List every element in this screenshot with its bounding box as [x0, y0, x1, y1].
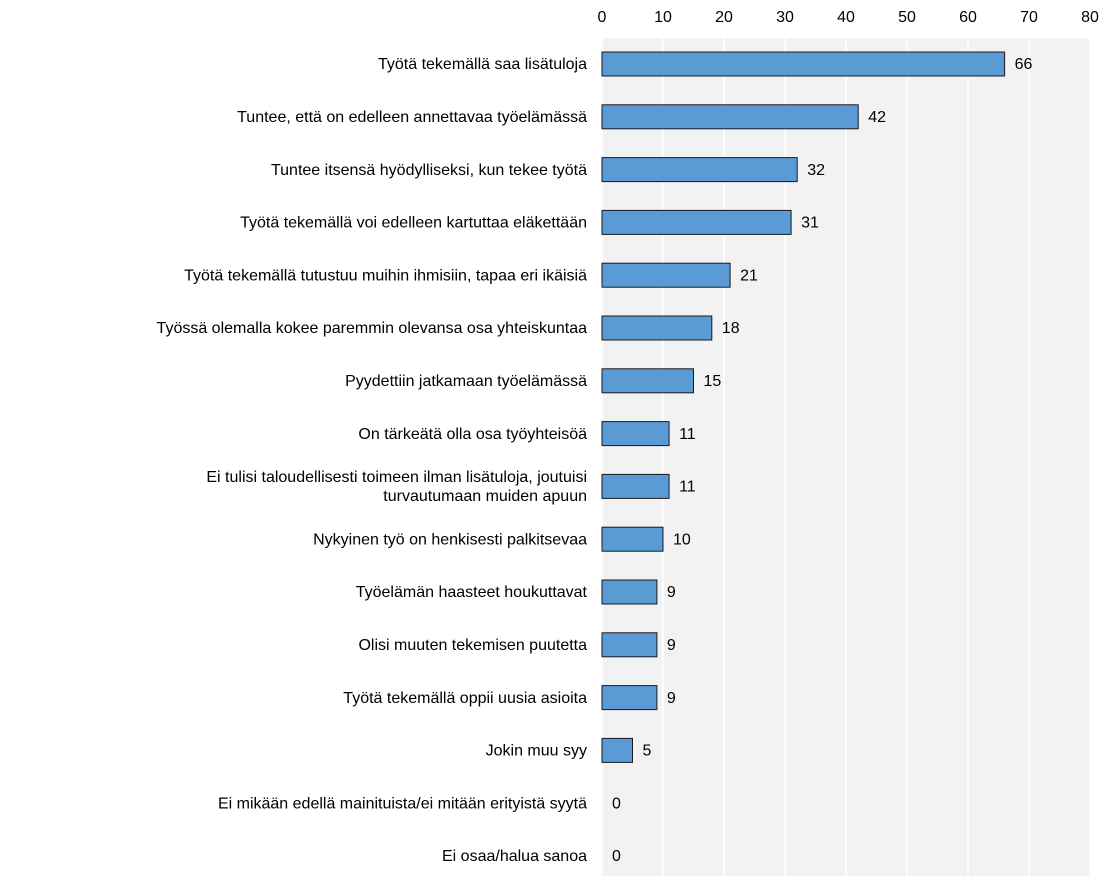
category-label: Työelämän haasteet houkuttavat — [356, 584, 588, 601]
value-label: 31 — [801, 215, 819, 232]
bar — [601, 421, 670, 447]
value-label: 66 — [1015, 56, 1033, 73]
x-tick-label: 60 — [959, 9, 977, 26]
category-label: Ei mikään edellä mainituista/ei mitään e… — [218, 795, 587, 812]
category-label: Jokin muu syy — [486, 743, 587, 760]
category-label: Tuntee, että on edelleen annettavaa työe… — [237, 109, 587, 126]
category-label: Työtä tekemällä tutustuu muihin ihmisiin… — [184, 267, 587, 284]
value-label: 18 — [722, 320, 740, 337]
value-label: 9 — [667, 584, 676, 601]
category-label: Ei tulisi taloudellisesti toimeen ilman … — [206, 469, 587, 505]
category-label: Työtä tekemällä saa lisätuloja — [378, 56, 587, 73]
bar — [601, 315, 713, 341]
bar — [601, 209, 792, 235]
category-label: Työssä olemalla kokee paremmin olevansa … — [157, 320, 588, 337]
category-label: On tärkeätä olla osa työyhteisöä — [358, 426, 587, 443]
value-label: 9 — [667, 690, 676, 707]
value-label: 9 — [667, 637, 676, 654]
category-label: Pyydettiin jatkamaan työelämässä — [345, 373, 587, 390]
bar — [601, 262, 731, 288]
value-label: 0 — [612, 795, 621, 812]
category-label: Työtä tekemällä voi edelleen kartuttaa e… — [240, 215, 587, 232]
x-tick-label: 40 — [837, 9, 855, 26]
value-label: 21 — [740, 267, 758, 284]
category-label: Nykyinen työ on henkisesti palkitsevaa — [313, 531, 587, 548]
bar — [601, 632, 658, 658]
x-tick-label: 50 — [898, 9, 916, 26]
bar — [601, 685, 658, 711]
x-tick-label: 70 — [1020, 9, 1038, 26]
x-tick-label: 80 — [1081, 9, 1099, 26]
bar — [601, 51, 1006, 77]
bar — [601, 473, 670, 499]
value-label: 0 — [612, 848, 621, 865]
value-label: 42 — [868, 109, 886, 126]
x-tick-label: 0 — [598, 9, 607, 26]
x-tick-label: 20 — [715, 9, 733, 26]
bar — [601, 368, 694, 394]
category-label: Olisi muuten tekemisen puutetta — [358, 637, 587, 654]
value-label: 11 — [679, 426, 696, 443]
x-tick-label: 10 — [654, 9, 672, 26]
bar — [601, 104, 859, 130]
bar — [601, 526, 664, 552]
value-label: 10 — [673, 531, 691, 548]
value-label: 32 — [807, 162, 825, 179]
bar — [601, 157, 798, 183]
value-label: 11 — [679, 479, 696, 496]
x-tick-label: 30 — [776, 9, 794, 26]
value-label: 5 — [643, 743, 652, 760]
bar — [601, 579, 658, 605]
category-label: Ei osaa/halua sanoa — [442, 848, 587, 865]
value-label: 15 — [704, 373, 722, 390]
category-label: Työtä tekemällä oppii uusia asioita — [343, 690, 587, 707]
bar — [601, 737, 633, 763]
category-label: Tuntee itsensä hyödylliseksi, kun tekee … — [271, 162, 587, 179]
